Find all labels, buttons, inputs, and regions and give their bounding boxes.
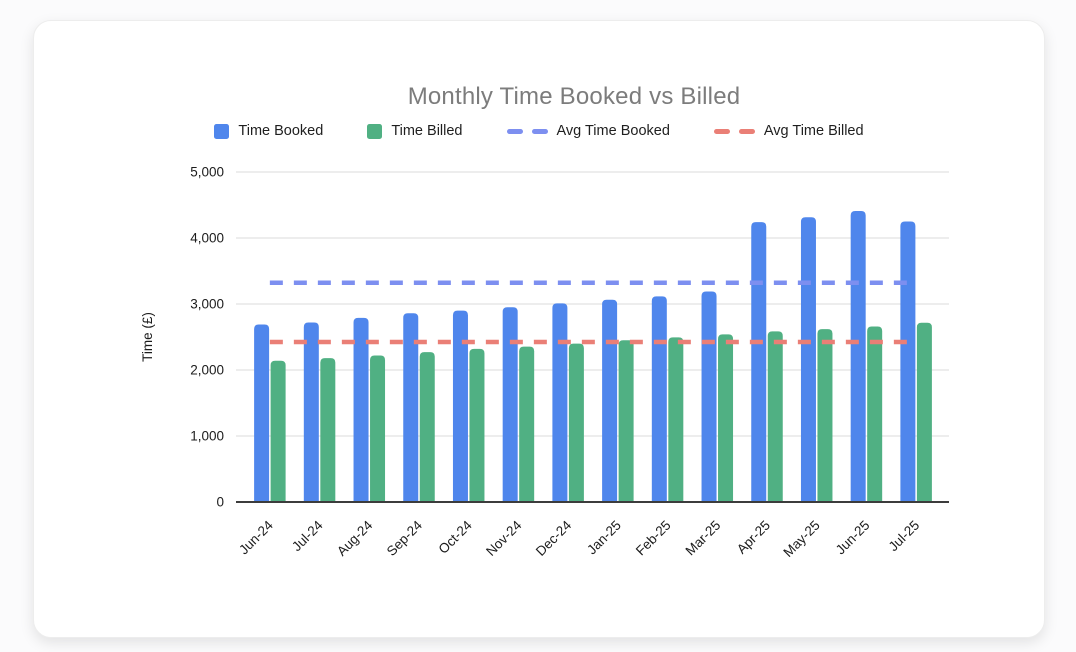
bar-time-billed-dec-24[interactable]	[568, 343, 584, 502]
bar-time-billed-jul-24[interactable]	[320, 358, 336, 502]
legend-label-avg-time-billed: Avg Time Billed	[763, 123, 864, 139]
bar-time-booked-jun-25[interactable]	[850, 210, 866, 502]
bar-time-booked-apr-25[interactable]	[751, 222, 767, 502]
bar-time-billed-sep-24[interactable]	[419, 352, 435, 502]
x-tick-label: May-25	[780, 518, 822, 560]
x-tick-label: Aug-24	[334, 517, 376, 559]
x-tick-label: Dec-24	[533, 517, 575, 559]
bar-time-billed-aug-24[interactable]	[370, 355, 386, 502]
legend-label-time-billed: Time Billed	[391, 123, 463, 139]
bar-time-booked-jul-25[interactable]	[900, 221, 916, 503]
y-tick-label: 3,000	[190, 297, 224, 312]
bar-time-billed-apr-25[interactable]	[767, 331, 783, 502]
x-tick-label: Jun-24	[236, 517, 276, 557]
bar-time-billed-nov-24[interactable]	[519, 346, 535, 502]
legend-label-time-booked: Time Booked	[238, 123, 324, 139]
bar-time-booked-may-25[interactable]	[800, 217, 816, 502]
y-tick-label: 1,000	[190, 429, 224, 444]
legend-item-avg-time-booked: Avg Time Booked	[506, 123, 670, 139]
chart-card[interactable]: Monthly Time Booked vs Billed Time Booke…	[33, 20, 1045, 638]
legend-label-avg-time-booked: Avg Time Booked	[556, 123, 670, 139]
avg-time-booked-dash-icon	[506, 128, 548, 134]
x-tick-label: Jul-24	[289, 517, 326, 554]
bar-time-booked-jun-24[interactable]	[254, 324, 270, 502]
y-tick-label: 5,000	[190, 165, 224, 180]
bar-time-booked-oct-24[interactable]	[452, 310, 468, 502]
x-tick-label: Feb-25	[633, 518, 674, 559]
bar-time-booked-jan-25[interactable]	[602, 299, 618, 502]
x-tick-label: Apr-25	[734, 518, 773, 557]
bar-time-billed-oct-24[interactable]	[469, 348, 485, 502]
x-tick-label: Sep-24	[384, 517, 426, 559]
chart-title: Monthly Time Booked vs Billed	[407, 83, 741, 110]
bar-time-booked-nov-24[interactable]	[502, 307, 518, 502]
avg-time-billed-dash-icon	[713, 128, 755, 134]
bar-time-billed-jan-25[interactable]	[618, 340, 634, 502]
time-billed-swatch-icon	[367, 123, 383, 139]
bar-time-booked-feb-25[interactable]	[651, 296, 667, 502]
bar-chart-plot-area: 0 1,000 2,000 3,000 4,000 5,000 Time (£) Jun-24…	[140, 165, 949, 560]
bar-time-billed-may-25[interactable]	[817, 329, 833, 502]
legend-item-time-booked: Time Booked	[214, 123, 323, 139]
y-tick-label: 2,000	[190, 363, 224, 378]
time-booked-swatch-icon	[214, 123, 230, 139]
bar-time-booked-aug-24[interactable]	[353, 317, 369, 502]
bar-time-billed-jul-25[interactable]	[916, 322, 932, 502]
bar-time-booked-mar-25[interactable]	[701, 291, 717, 502]
bar-time-booked-sep-24[interactable]	[403, 313, 419, 502]
y-tick-label: 0	[216, 495, 224, 510]
chart-legend: Time Booked Time Billed Avg Time Booked …	[34, 123, 1044, 139]
bar-time-booked-dec-24[interactable]	[552, 303, 568, 502]
bar-time-billed-jun-25[interactable]	[867, 326, 883, 502]
bar-time-booked-jul-24[interactable]	[303, 322, 319, 502]
x-tick-label: Mar-25	[683, 518, 724, 559]
legend-item-avg-time-billed: Avg Time Billed	[713, 123, 864, 139]
x-tick-label: Jun-25	[833, 518, 873, 558]
bar-time-billed-jun-24[interactable]	[270, 360, 286, 502]
legend-item-time-billed: Time Billed	[367, 123, 463, 139]
bar-time-billed-mar-25[interactable]	[718, 334, 734, 502]
y-axis-title: Time (£)	[140, 312, 155, 362]
x-tick-label: Jul-25	[886, 518, 923, 555]
bar-time-billed-feb-25[interactable]	[668, 337, 684, 502]
x-tick-label: Nov-24	[483, 517, 525, 559]
x-tick-label: Jan-25	[584, 518, 624, 558]
x-tick-label: Oct-24	[436, 517, 476, 557]
y-tick-label: 4,000	[190, 231, 224, 246]
